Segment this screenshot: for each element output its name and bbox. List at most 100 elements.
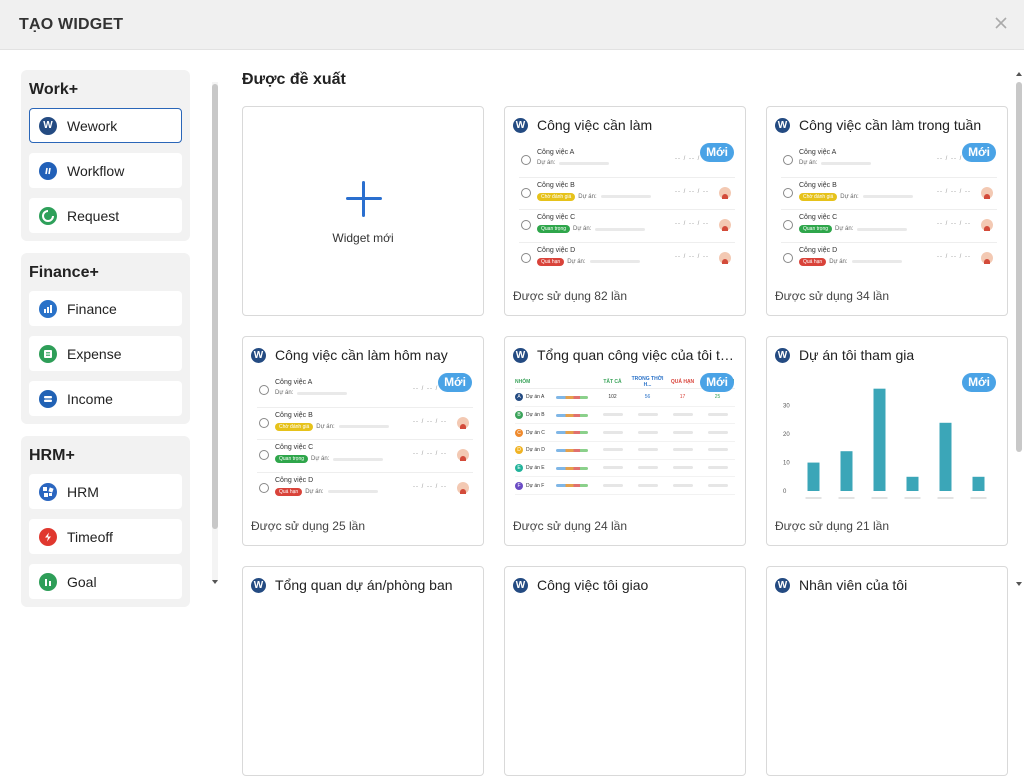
sidebar-scrollbar[interactable] xyxy=(211,72,219,592)
checkbox-circle-icon xyxy=(521,220,531,230)
assignee-avatar xyxy=(457,416,469,429)
checkbox-circle-icon xyxy=(259,417,269,428)
assignee-avatar xyxy=(981,251,993,264)
sidebar-item-request[interactable]: Request xyxy=(29,198,182,233)
widget-card[interactable]: W Tổng quan công việc của tôi trong dự án… xyxy=(504,336,746,546)
task-meta: Dự án: xyxy=(537,160,610,166)
placeholder-line xyxy=(707,483,728,487)
overview-cell xyxy=(665,412,700,418)
task-name: Công việc A xyxy=(275,379,313,386)
project-label: Dự án: xyxy=(537,160,556,166)
overview-cell xyxy=(700,430,735,436)
chart-bar xyxy=(840,451,853,491)
x-tick-placeholder xyxy=(805,497,822,499)
widget-card[interactable]: W Dự án tôi tham gia 0 10 20 30 Mới Được sử dụn… xyxy=(766,336,1008,546)
new-badge: Mới xyxy=(700,143,734,162)
plus-icon xyxy=(346,181,382,217)
placeholder-line xyxy=(707,448,728,452)
project-name: Dự án E xyxy=(526,465,545,472)
placeholder-line xyxy=(602,483,623,487)
new-badge: Mới xyxy=(962,373,996,392)
widget-card[interactable]: W Nhân viên của tôi xyxy=(766,566,1008,776)
usage-count: Được sử dụng 24 lần xyxy=(513,519,627,533)
sidebar-item-label: Workflow xyxy=(67,162,125,179)
widget-card[interactable]: W Công việc cần làm trong tuần Công việc A… xyxy=(766,106,1008,316)
task-name: Công việc D xyxy=(799,246,838,254)
income-icon xyxy=(39,389,57,408)
assignee-avatar xyxy=(719,251,731,264)
card-title: Tổng quan công việc của tôi trong dự án xyxy=(537,347,737,363)
task-preview-row: Công việc B Chờ đánh giá Dự án: -- / -- / -… xyxy=(781,178,997,210)
projects-bar-chart: 0 10 20 30 xyxy=(783,388,987,499)
project-name: Dự án D xyxy=(526,447,545,454)
sidebar-item-goal[interactable]: Goal xyxy=(29,564,182,599)
new-widget-card[interactable]: Widget mới xyxy=(242,106,484,316)
task-dates: -- / -- / -- xyxy=(413,386,447,392)
overview-row: D Dự án D xyxy=(515,442,735,460)
checkbox-circle-icon xyxy=(783,155,793,165)
overview-cell xyxy=(595,483,630,489)
task-dates: -- / -- / -- xyxy=(675,156,709,162)
card-title: Công việc tôi giao xyxy=(537,577,649,593)
wework-icon: W xyxy=(251,347,266,363)
card-header: W Tổng quan dự án/phòng ban xyxy=(251,576,475,594)
widget-card[interactable]: W Tổng quan dự án/phòng ban xyxy=(242,566,484,776)
scroll-up-arrow-icon[interactable] xyxy=(1016,72,1022,76)
task-preview-row: Công việc C Quan trọng Dự án: -- / -- / -- xyxy=(257,440,473,473)
sidebar-item-label: Request xyxy=(67,207,120,224)
placeholder-line xyxy=(559,161,610,165)
task-preview-row: Công việc A Dự án: -- / -- / -- xyxy=(781,145,997,178)
task-tag: Quá hạn xyxy=(537,257,565,266)
sidebar-item-label: Timeoff xyxy=(67,528,113,545)
checkbox-circle-icon xyxy=(783,187,793,198)
task-name: Công việc D xyxy=(537,246,576,254)
sidebar-item-wework[interactable]: W Wework xyxy=(29,108,182,143)
close-icon[interactable] xyxy=(992,14,1010,32)
card-header: W Nhân viên của tôi xyxy=(775,576,999,594)
project-dot: E xyxy=(515,464,523,473)
task-tag: Quan trọng xyxy=(537,225,571,233)
task-tag: Chờ đánh giá xyxy=(537,192,576,201)
project-dot: D xyxy=(515,446,523,455)
task-dates: -- / -- / -- xyxy=(675,188,709,195)
placeholder-line xyxy=(595,227,646,231)
overview-cell xyxy=(630,412,665,418)
goal-icon xyxy=(39,572,57,591)
dialog-title: TẠO WIDGET xyxy=(19,16,124,33)
sidebar-item-income[interactable]: Income xyxy=(29,381,182,416)
wework-icon: W xyxy=(775,347,790,363)
task-tag: Quan trọng xyxy=(275,455,309,463)
sidebar-scroll-thumb[interactable] xyxy=(212,84,218,529)
widget-card[interactable]: W Công việc tôi giao xyxy=(504,566,746,776)
main-scrollbar[interactable] xyxy=(1014,72,1024,592)
scroll-down-arrow-icon[interactable] xyxy=(1016,582,1022,586)
placeholder-line xyxy=(338,425,389,428)
overview-cell xyxy=(595,430,630,436)
overview-project: D Dự án D xyxy=(515,446,595,455)
placeholder-line xyxy=(600,195,651,198)
main-scroll-thumb[interactable] xyxy=(1016,82,1022,452)
overview-cell: 17 xyxy=(679,394,686,401)
checkbox-circle-icon xyxy=(783,252,793,263)
widget-card[interactable]: W Công việc cần làm hôm nay Công việc A Dự … xyxy=(242,336,484,546)
sidebar-item-finance[interactable]: Finance xyxy=(29,291,182,326)
sidebar-item-expense[interactable]: Expense xyxy=(29,336,182,371)
hrm-icon xyxy=(39,482,57,501)
sidebar-item-workflow[interactable]: Workflow xyxy=(29,153,182,188)
usage-count: Được sử dụng 34 lần xyxy=(775,289,889,303)
task-preview-row: Công việc D Quá hạn Dự án: -- / -- / -- xyxy=(781,243,997,276)
widget-card[interactable]: W Công việc cần làm Công việc A Dự án: -- / … xyxy=(504,106,746,316)
new-badge: Mới xyxy=(438,373,472,392)
sidebar-item-hrm[interactable]: HRM xyxy=(29,474,182,509)
request-icon xyxy=(39,206,57,225)
task-dates: -- / -- / -- xyxy=(413,418,447,425)
placeholder-line xyxy=(672,430,693,434)
task-dates: -- / -- / -- xyxy=(937,253,971,260)
sidebar-item-timeoff[interactable]: Timeoff xyxy=(29,519,182,554)
project-label: Dự án: xyxy=(829,258,848,265)
scroll-down-arrow-icon[interactable] xyxy=(212,580,218,584)
task-tag: Quá hạn xyxy=(275,487,303,496)
sidebar-group-title: HRM+ xyxy=(29,447,75,464)
checkbox-circle-icon xyxy=(521,252,531,263)
overview-cell: 25 xyxy=(714,394,721,401)
